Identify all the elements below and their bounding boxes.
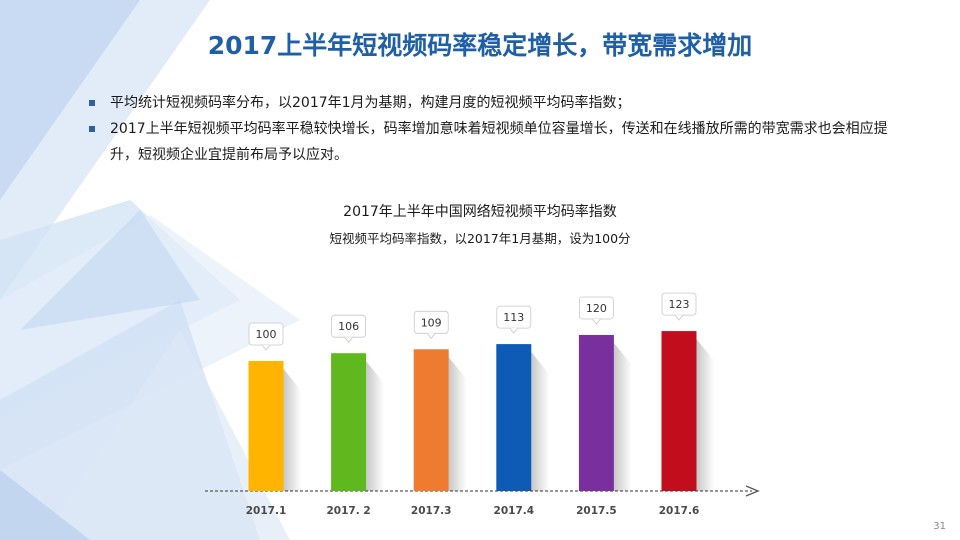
bullet-square-icon (89, 100, 95, 106)
chart-title: 2017年上半年中国网络短视频平均码率指数 (343, 204, 617, 220)
data-label: 120 (586, 302, 607, 315)
data-label-pointer (261, 344, 271, 351)
bar-shadow (696, 339, 715, 491)
x-axis-arrow (745, 485, 760, 497)
bar-shadow (613, 343, 632, 491)
data-label: 100 (256, 328, 277, 341)
bar-shadow (531, 352, 550, 491)
bullet-item: 平均统计短视频码率分布，以2017年1月为基期，构建月度的短视频平均码率指数； (88, 90, 908, 116)
x-tick-label: 2017.5 (576, 505, 617, 517)
data-label-pointer (509, 327, 519, 334)
bar (413, 349, 449, 491)
bar (496, 344, 532, 491)
bullet-item: 2017上半年短视频平均码率平稳较快增长，码率增加意味着短视频单位容量增长，传送… (88, 116, 908, 168)
page-title: 2017上半年短视频码率稳定增长，带宽需求增加 (207, 31, 753, 60)
bullet-square-icon (89, 126, 95, 132)
bar (331, 353, 367, 491)
data-label-pointer (592, 318, 601, 325)
bar-shadow (448, 357, 467, 491)
bar (578, 335, 614, 491)
bar (661, 331, 697, 491)
data-label-pointer (426, 333, 436, 339)
bar-shadow (283, 369, 302, 491)
data-label-pointer (344, 336, 353, 343)
bullet-list: 平均统计短视频码率分布，以2017年1月为基期，构建月度的短视频平均码率指数； … (88, 90, 908, 168)
data-label-pointer (674, 314, 684, 321)
bullet-text: 平均统计短视频码率分布，以2017年1月为基期，构建月度的短视频平均码率指数； (110, 95, 631, 111)
x-tick-label: 2017.4 (494, 505, 535, 517)
chart-subtitle: 短视频平均码率指数，以2017年1月基期，设为100分 (329, 231, 631, 246)
page-number: 31 (933, 521, 946, 532)
x-tick-label: 2017. 2 (327, 505, 371, 517)
bullet-text: 2017上半年短视频平均码率平稳较快增长，码率增加意味着短视频单位容量增长，传送… (110, 121, 888, 163)
x-tick-label: 2017.6 (659, 505, 700, 517)
x-tick-label: 2017.3 (411, 505, 452, 517)
bar (248, 361, 284, 491)
data-label: 109 (421, 316, 442, 329)
x-tick-label: 2017.1 (246, 505, 287, 517)
bar-shadow (366, 361, 385, 491)
data-label: 113 (503, 311, 524, 324)
data-label: 123 (669, 298, 690, 311)
data-label: 106 (338, 320, 359, 333)
